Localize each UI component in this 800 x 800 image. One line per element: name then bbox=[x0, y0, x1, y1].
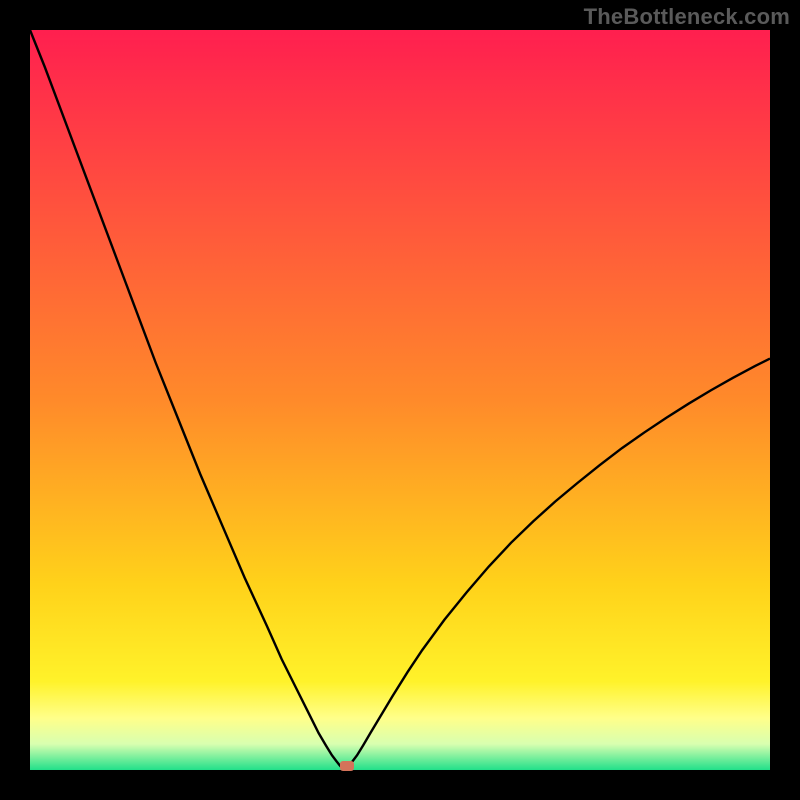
bottleneck-curve bbox=[30, 30, 770, 770]
optimal-point-marker bbox=[340, 761, 354, 771]
watermark-text: TheBottleneck.com bbox=[584, 4, 790, 30]
chart-plot-area bbox=[30, 30, 770, 770]
